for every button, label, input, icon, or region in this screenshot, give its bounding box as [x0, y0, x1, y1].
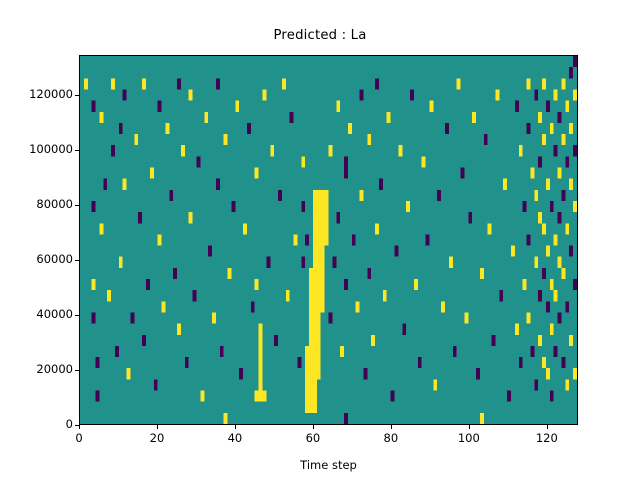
x-tick-label: 60 [305, 431, 321, 445]
y-tick-label: 20000 [36, 361, 73, 376]
y-tick-mark [75, 314, 79, 317]
x-tick-label: 20 [149, 431, 165, 445]
x-tick-mark [79, 425, 81, 429]
y-tick-label: 40000 [36, 306, 73, 321]
y-tick-label: 0 [65, 417, 73, 431]
x-tick-label: 80 [383, 431, 399, 445]
y-tick-mark [75, 259, 79, 262]
y-tick-label: 60000 [36, 251, 73, 266]
x-tick-label: 0 [75, 431, 83, 445]
x-tick-mark [234, 425, 237, 429]
x-tick-label: 40 [227, 431, 243, 445]
y-tick-mark [75, 204, 79, 207]
y-tick-mark [75, 425, 79, 427]
x-axis-label: Time step [300, 458, 357, 472]
x-tick-mark [546, 425, 548, 429]
x-tick-mark [156, 425, 159, 429]
x-tick-mark [312, 425, 314, 429]
x-tick-label: 100 [457, 431, 480, 445]
y-tick-mark [75, 149, 79, 152]
y-tick-mark [75, 94, 79, 97]
y-tick-label: 120000 [29, 86, 73, 101]
x-tick-mark [390, 425, 392, 429]
x-tick-label: 120 [535, 431, 558, 445]
chart-title: Predicted : La [273, 28, 367, 43]
y-tick-label: 80000 [36, 196, 73, 211]
y-tick-label: 100000 [29, 141, 73, 156]
y-tick-mark [75, 369, 79, 372]
heatmap-image [80, 56, 577, 424]
heatmap-plot-area [79, 55, 578, 425]
x-tick-mark [468, 425, 470, 429]
